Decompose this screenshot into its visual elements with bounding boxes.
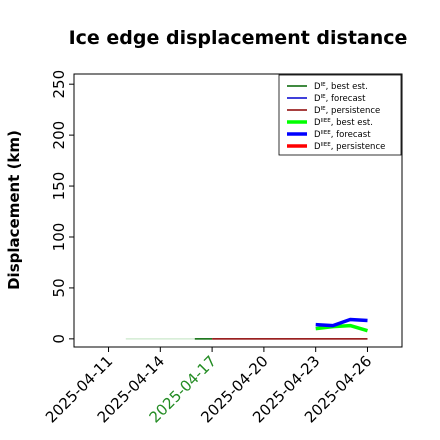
y-tick-label: 100 — [50, 223, 68, 252]
series-line-3 — [315, 323, 368, 333]
legend-box — [278, 74, 402, 156]
legend-entry: DIE, persistence — [314, 106, 380, 116]
y-tick-label: 0 — [50, 334, 68, 344]
chart-title: Ice edge displacement distance — [69, 27, 408, 49]
series-lines — [194, 317, 368, 340]
legend-entry: DIIEE, persistence — [314, 142, 385, 152]
legend-entry: DIE, forecast — [314, 94, 366, 104]
y-tick-label: 150 — [50, 172, 68, 201]
y-axis-label: Displacement (km) — [5, 130, 23, 290]
y-tick-label: 200 — [50, 121, 68, 150]
y-axis-ticks: 0 50 100 150 200 250 — [50, 70, 74, 344]
legend: DIE, best est. DIE, forecast DIE, persiste… — [278, 74, 402, 156]
series-line-4 — [315, 317, 368, 328]
y-tick-label: 250 — [50, 70, 68, 99]
legend-entry: DIE, best est. — [314, 82, 368, 92]
legend-entry: DIIEE, forecast — [314, 130, 371, 140]
legend-entry: DIIEE, best est. — [314, 118, 373, 128]
y-tick-label: 50 — [50, 278, 68, 297]
x-axis-ticks: 2025-04-112025-04-142025-04-172025-04-20… — [42, 347, 375, 426]
